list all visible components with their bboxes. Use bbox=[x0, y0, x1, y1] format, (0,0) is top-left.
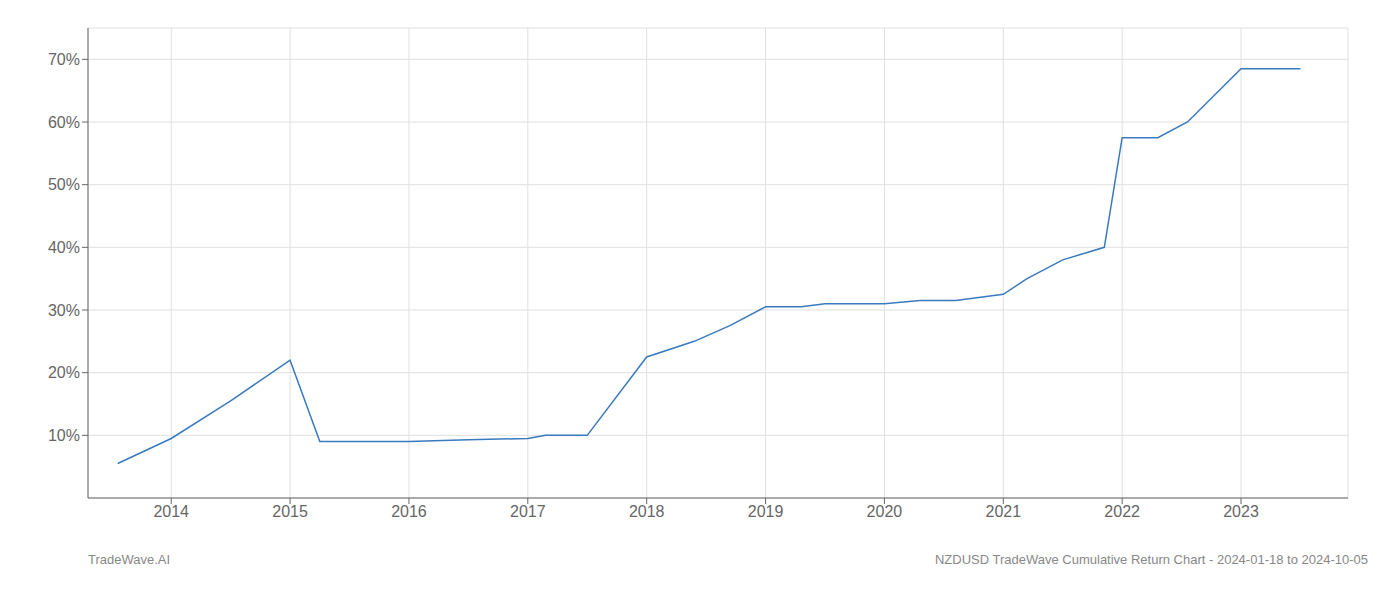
svg-text:10%: 10% bbox=[48, 427, 80, 444]
svg-text:30%: 30% bbox=[48, 302, 80, 319]
svg-text:2018: 2018 bbox=[629, 503, 665, 520]
svg-text:2014: 2014 bbox=[153, 503, 189, 520]
svg-text:2016: 2016 bbox=[391, 503, 427, 520]
svg-text:2015: 2015 bbox=[272, 503, 308, 520]
svg-text:2021: 2021 bbox=[985, 503, 1021, 520]
svg-text:40%: 40% bbox=[48, 239, 80, 256]
svg-text:2023: 2023 bbox=[1223, 503, 1259, 520]
svg-text:50%: 50% bbox=[48, 176, 80, 193]
svg-text:60%: 60% bbox=[48, 114, 80, 131]
svg-text:20%: 20% bbox=[48, 364, 80, 381]
svg-text:2020: 2020 bbox=[867, 503, 903, 520]
svg-text:70%: 70% bbox=[48, 51, 80, 68]
svg-text:2022: 2022 bbox=[1104, 503, 1140, 520]
html-text:TradeWave.AI: TradeWave.AI bbox=[88, 552, 171, 567]
svg-text:2017: 2017 bbox=[510, 503, 546, 520]
html-text:NZDUSD TradeWave Cumulative Re: NZDUSD TradeWave Cumulative Return Chart… bbox=[934, 552, 1368, 567]
svg-text:2019: 2019 bbox=[748, 503, 784, 520]
